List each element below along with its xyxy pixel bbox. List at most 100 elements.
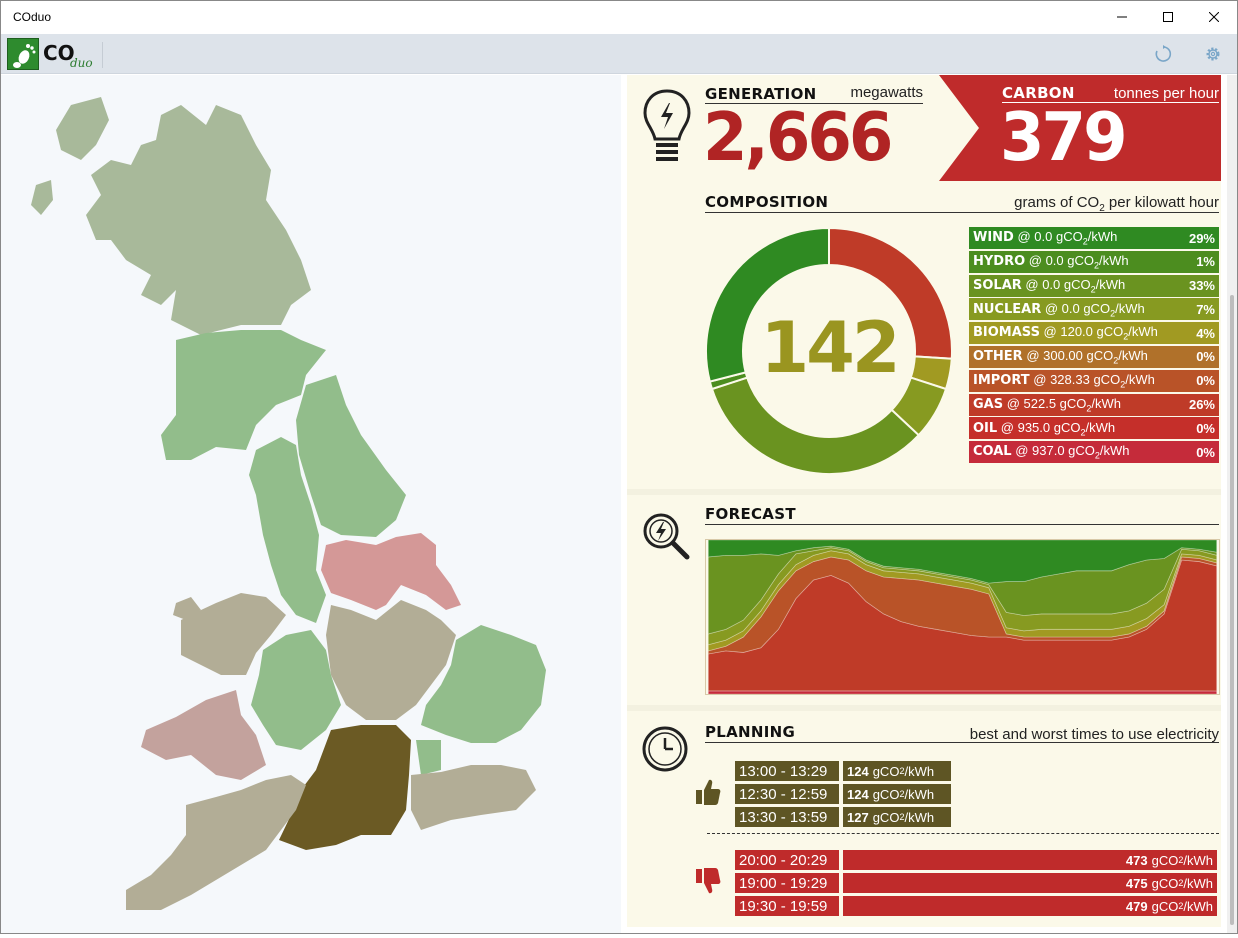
intensity-value: 142 (760, 307, 900, 389)
region-south-wales[interactable] (141, 690, 266, 780)
dashboard-panel: GENERATION megawatts 2,666 CARBON tonnes… (627, 75, 1221, 927)
region-yorkshire[interactable] (321, 533, 461, 610)
region-london-south[interactable] (279, 725, 411, 850)
composition-donut-chart (705, 226, 953, 475)
legend-percentage: 26% (1188, 397, 1215, 413)
gear-icon (1206, 47, 1220, 61)
forecast-series-coal (707, 690, 1218, 694)
legend-label: SOLAR @ 0.0 gCO2/kWh (973, 276, 1126, 295)
legend-label: OTHER @ 300.00 gCO2/kWh (973, 348, 1148, 366)
best-intensity-value: 127 gCO 2/kWh (843, 807, 951, 827)
carbon-rule (1002, 102, 1219, 103)
legend-row-hydro: HYDRO @ 0.0 gCO2/kWh 1% (969, 250, 1219, 273)
carbon-banner (939, 75, 1221, 181)
forecast-series-biomass (707, 550, 1218, 652)
legend-row-other: OTHER @ 300.00 gCO2/kWh 0% (969, 345, 1219, 368)
legend-row-wind: WIND @ 0.0 gCO2/kWh 29% (969, 227, 1219, 249)
legend-row-biomass: BIOMASS @ 120.0 gCO2/kWh 4% (969, 322, 1219, 345)
region-north-east[interactable] (296, 375, 406, 537)
composition-title: COMPOSITION (705, 193, 829, 211)
uk-region-map (1, 75, 621, 933)
refresh-button[interactable] (1152, 43, 1174, 65)
best-time-slot: 13:00 - 13:29 (735, 761, 839, 781)
legend-row-coal: COAL @ 937.0 gCO2/kWh 0% (969, 441, 1219, 464)
legend-percentage: 0% (1196, 444, 1215, 460)
legend-row-oil: OIL @ 935.0 gCO2/kWh 0% (969, 417, 1219, 440)
legend-label: NUCLEAR @ 0.0 gCO2/kWh (973, 300, 1145, 319)
minimize-button[interactable] (1099, 1, 1145, 33)
logo-text: CO (43, 41, 75, 65)
scrollbar-thumb[interactable] (1230, 295, 1234, 925)
section-divider (627, 489, 1221, 495)
region-north-west[interactable] (249, 437, 326, 623)
composition-legend: WIND @ 0.0 gCO2/kWh 29% HYDRO @ 0.0 gCO2/k… (969, 227, 1219, 465)
composition-unit: grams of CO2 per kilowatt hour (1014, 194, 1219, 214)
planning-separator (707, 833, 1219, 834)
region-south-scotland[interactable] (161, 330, 326, 460)
worst-intensity-value: 479 gCO 2/kWh (843, 896, 1217, 916)
region-south-east[interactable] (411, 765, 536, 830)
region-north-scotland[interactable] (86, 105, 311, 335)
footprint-logo-icon (7, 38, 39, 70)
forecast-series-wind (707, 540, 1218, 584)
legend-row-import: IMPORT @ 328.33 gCO2/kWh 0% (969, 369, 1219, 392)
carbon-title: CARBON (1002, 84, 1075, 102)
clock-icon (642, 726, 688, 772)
uk-map-svg (31, 97, 546, 910)
legend-label: GAS @ 522.5 gCO2/kWh (973, 395, 1122, 414)
minimize-icon (1117, 16, 1127, 18)
forecast-rule (705, 524, 1219, 525)
forecast-series-import (707, 556, 1218, 655)
region-south-west[interactable] (126, 775, 306, 910)
thumbs-down-icon (696, 868, 721, 894)
donut-slice-wind (705, 226, 830, 383)
region-south-east-small[interactable] (416, 740, 441, 775)
legend-percentage: 29% (1188, 230, 1215, 246)
worst-time-slot: 19:00 - 19:29 (735, 873, 839, 893)
legend-percentage: 0% (1196, 420, 1215, 436)
worst-time-slot: 19:30 - 19:59 (735, 896, 839, 916)
legend-row-nuclear: NUCLEAR @ 0.0 gCO2/kWh 7% (969, 298, 1219, 321)
maximize-button[interactable] (1145, 1, 1191, 33)
region-east-england[interactable] (421, 625, 546, 743)
generation-rule (705, 103, 923, 104)
legend-label: IMPORT @ 328.33 gCO2/kWh (973, 371, 1155, 390)
best-time-slot: 12:30 - 12:59 (735, 784, 839, 804)
forecast-title: FORECAST (705, 505, 796, 523)
legend-percentage: 4% (1196, 325, 1215, 341)
region-hebrides[interactable] (56, 97, 109, 160)
region-anglesey[interactable] (173, 597, 201, 620)
best-intensity-value: 124 gCO 2/kWh (843, 761, 951, 781)
window-title: COduo (13, 10, 52, 24)
section-divider-2 (627, 705, 1221, 711)
scrollbar[interactable] (1227, 75, 1237, 933)
generation-unit: megawatts (850, 84, 923, 101)
forecast-series-nuclear (707, 547, 1218, 646)
settings-button[interactable] (1202, 43, 1224, 65)
logo-subtext: duo (70, 56, 93, 70)
forecast-area-chart (705, 539, 1220, 695)
forecast-series-gas (707, 559, 1218, 692)
best-intensity-value: 124 gCO 2/kWh (843, 784, 951, 804)
maximize-icon (1163, 12, 1173, 22)
best-time-slot: 13:30 - 13:59 (735, 807, 839, 827)
legend-row-gas: GAS @ 522.5 gCO2/kWh 26% (969, 393, 1219, 416)
region-east-midlands[interactable] (326, 600, 456, 720)
carbon-unit: tonnes per hour (1113, 85, 1219, 102)
close-icon (1209, 12, 1219, 22)
legend-percentage: 0% (1196, 373, 1215, 389)
planning-subtitle: best and worst times to use electricity (969, 726, 1219, 743)
close-button[interactable] (1191, 1, 1237, 33)
legend-percentage: 0% (1196, 349, 1215, 365)
region-west-midlands[interactable] (251, 630, 341, 750)
worst-intensity-value: 475 gCO 2/kWh (843, 873, 1217, 893)
generation-value: 2,666 (703, 99, 893, 177)
legend-percentage: 7% (1196, 301, 1215, 317)
region-north-wales[interactable] (181, 593, 286, 675)
legend-label: OIL @ 935.0 gCO2/kWh (973, 419, 1116, 438)
region-skye[interactable] (31, 180, 53, 215)
thumbs-up-icon (696, 779, 721, 805)
worst-intensity-value: 473 gCO 2/kWh (843, 850, 1217, 870)
legend-percentage: 1% (1196, 254, 1215, 270)
